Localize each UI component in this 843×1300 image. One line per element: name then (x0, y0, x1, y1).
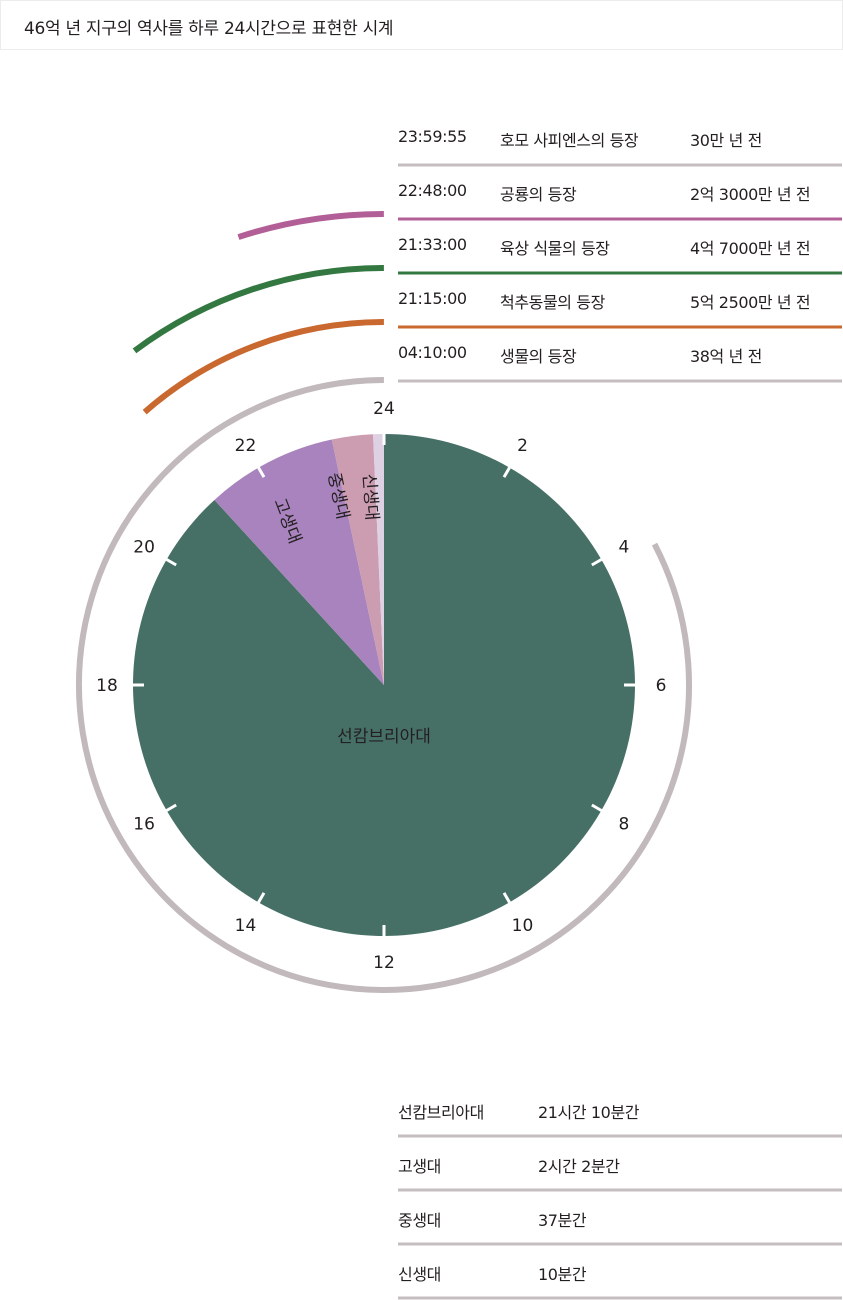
hour-tick-mark (591, 557, 603, 567)
event-time: 21:33:00 (398, 235, 467, 254)
event-ago: 30만 년 전 (690, 131, 762, 150)
hour-tick-label: 12 (373, 953, 395, 973)
hour-tick-mark (165, 803, 177, 813)
event-ago: 5억 2500만 년 전 (690, 293, 811, 312)
event-arc-life (76, 377, 692, 993)
hour-tick-mark (165, 557, 177, 567)
event-time: 23:59:55 (398, 127, 467, 146)
duration-length: 37분간 (538, 1211, 587, 1230)
hour-tick-label: 4 (618, 538, 629, 558)
hour-tick-label: 10 (512, 916, 534, 936)
clock-face (132, 434, 635, 936)
event-label: 생물의 등장 (500, 347, 577, 366)
hour-tick-label: 16 (133, 815, 155, 835)
hour-tick-label: 2 (517, 436, 528, 456)
hour-tick-mark (502, 892, 512, 904)
duration-length: 21시간 10분간 (538, 1103, 640, 1122)
event-label: 공룡의 등장 (500, 185, 577, 204)
duration-length: 10분간 (538, 1265, 587, 1284)
event-ago: 4억 7000만 년 전 (690, 239, 811, 258)
pie-slice-cenozoic (373, 434, 384, 685)
duration-era: 중생대 (398, 1211, 441, 1230)
era-label-precambrian: 선캄브리아대 (337, 727, 431, 747)
hour-tick-label: 20 (133, 538, 155, 558)
event-ago: 2억 3000만 년 전 (690, 185, 811, 204)
event-label: 호모 사피엔스의 등장 (500, 131, 639, 150)
hour-tick-mark (591, 803, 603, 813)
duration-era: 고생대 (398, 1157, 441, 1176)
event-arcs (76, 211, 692, 993)
hour-tick-label: 8 (618, 815, 629, 835)
event-time: 21:15:00 (398, 289, 467, 308)
page-title: 46억 년 지구의 역사를 하루 24시간으로 표현한 시계 (24, 19, 394, 39)
event-time: 22:48:00 (398, 181, 467, 200)
hour-tick-mark (256, 466, 266, 478)
event-label: 육상 식물의 등장 (500, 239, 610, 258)
event-label: 척추동물의 등장 (500, 293, 605, 312)
pie-slice-mesozoic (331, 434, 384, 685)
hour-tick-label: 14 (235, 916, 257, 936)
title-bar: 46억 년 지구의 역사를 하루 24시간으로 표현한 시계 (0, 0, 843, 50)
era-label-cenozoic: 신생대 (358, 473, 381, 521)
duration-era: 선캄브리아대 (398, 1103, 484, 1122)
hour-tick-label: 22 (235, 436, 257, 456)
duration-length: 2시간 2분간 (538, 1157, 620, 1176)
event-ago: 38억 년 전 (690, 347, 762, 366)
duration-era: 신생대 (398, 1265, 441, 1284)
hour-tick-label: 24 (373, 399, 395, 419)
event-time: 04:10:00 (398, 343, 467, 362)
hour-tick-label: 6 (656, 676, 667, 696)
pie-slice-precambrian (132, 434, 635, 936)
event-arc-dinosaurs (237, 211, 384, 240)
event-arc-vertebrates (142, 319, 384, 415)
hour-tick-mark (502, 466, 512, 478)
hour-tick-mark (256, 892, 266, 904)
event-arc-land-plants (132, 265, 384, 354)
pie-slice-paleozoic (214, 439, 384, 685)
hour-tick-label: 18 (96, 676, 118, 696)
